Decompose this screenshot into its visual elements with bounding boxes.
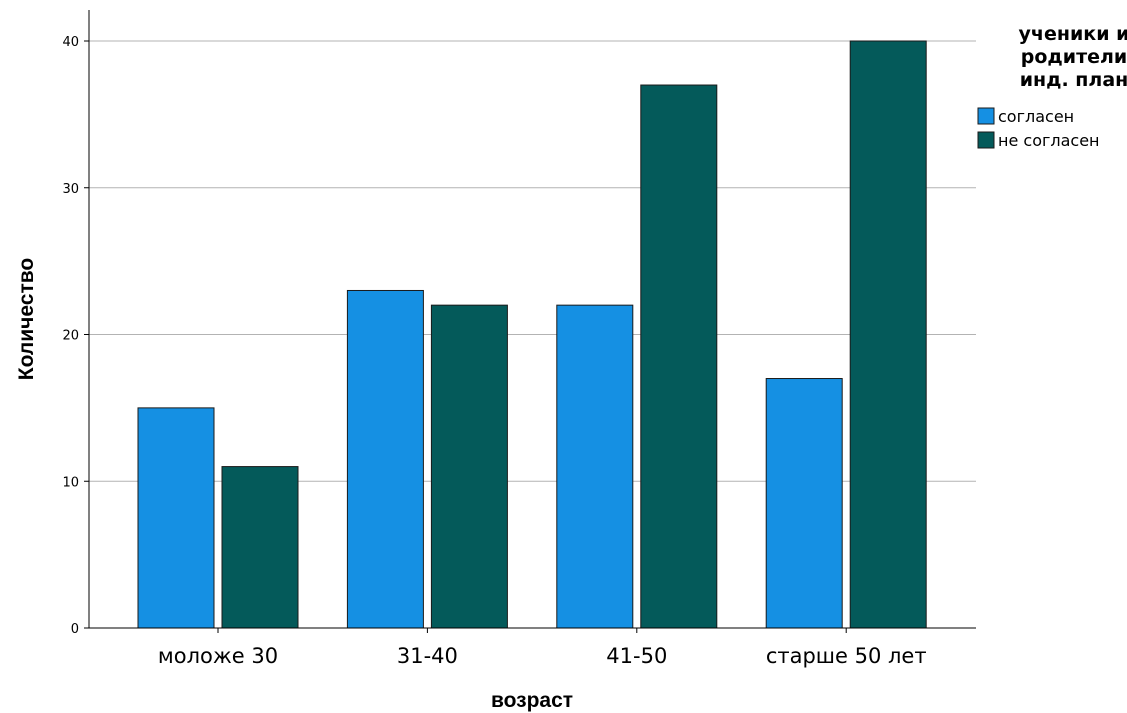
bar-disagree: [221, 466, 299, 629]
x-axis-categories: моложе 30 31-40 41-50 старше 50 лет: [158, 628, 927, 668]
bar-disagree: [430, 304, 508, 629]
x-axis-title: возраст: [491, 689, 573, 712]
y-tick-label: 30: [62, 182, 79, 197]
legend-title-line-2: родители: [1021, 46, 1127, 68]
x-category-label: 41-50: [606, 644, 667, 668]
y-axis-title: Количество: [15, 258, 38, 380]
y-tick-label: 20: [62, 329, 79, 344]
legend-title-line-1: ученики и: [1019, 23, 1127, 45]
x-category-label: моложе 30: [158, 644, 278, 668]
y-tick-label: 0: [71, 622, 79, 637]
y-tick-label: 10: [62, 475, 79, 490]
legend-items: согласен не согласен: [977, 107, 1100, 150]
bar-agree: [346, 289, 424, 629]
legend: ученики и родители инд. план согласен не …: [977, 23, 1127, 150]
bar-agree: [765, 378, 843, 629]
bar-disagree: [849, 40, 927, 629]
bar-agree: [137, 407, 215, 629]
bars: [137, 40, 927, 629]
axes: [88, 10, 976, 629]
legend-label: не согласен: [998, 131, 1100, 150]
legend-title-line-3: инд. план: [1020, 69, 1127, 91]
x-category-label: старше 50 лет: [766, 644, 927, 668]
y-axis-ticks: 0 10 20 30 40: [62, 35, 89, 637]
legend-swatch: [977, 131, 995, 149]
bar-disagree: [640, 84, 718, 629]
legend-swatch: [977, 107, 995, 125]
gridlines: [89, 40, 976, 482]
x-category-label: 31-40: [397, 644, 458, 668]
y-tick-label: 40: [62, 35, 79, 50]
bar-agree: [556, 304, 634, 629]
legend-label: согласен: [998, 107, 1074, 126]
